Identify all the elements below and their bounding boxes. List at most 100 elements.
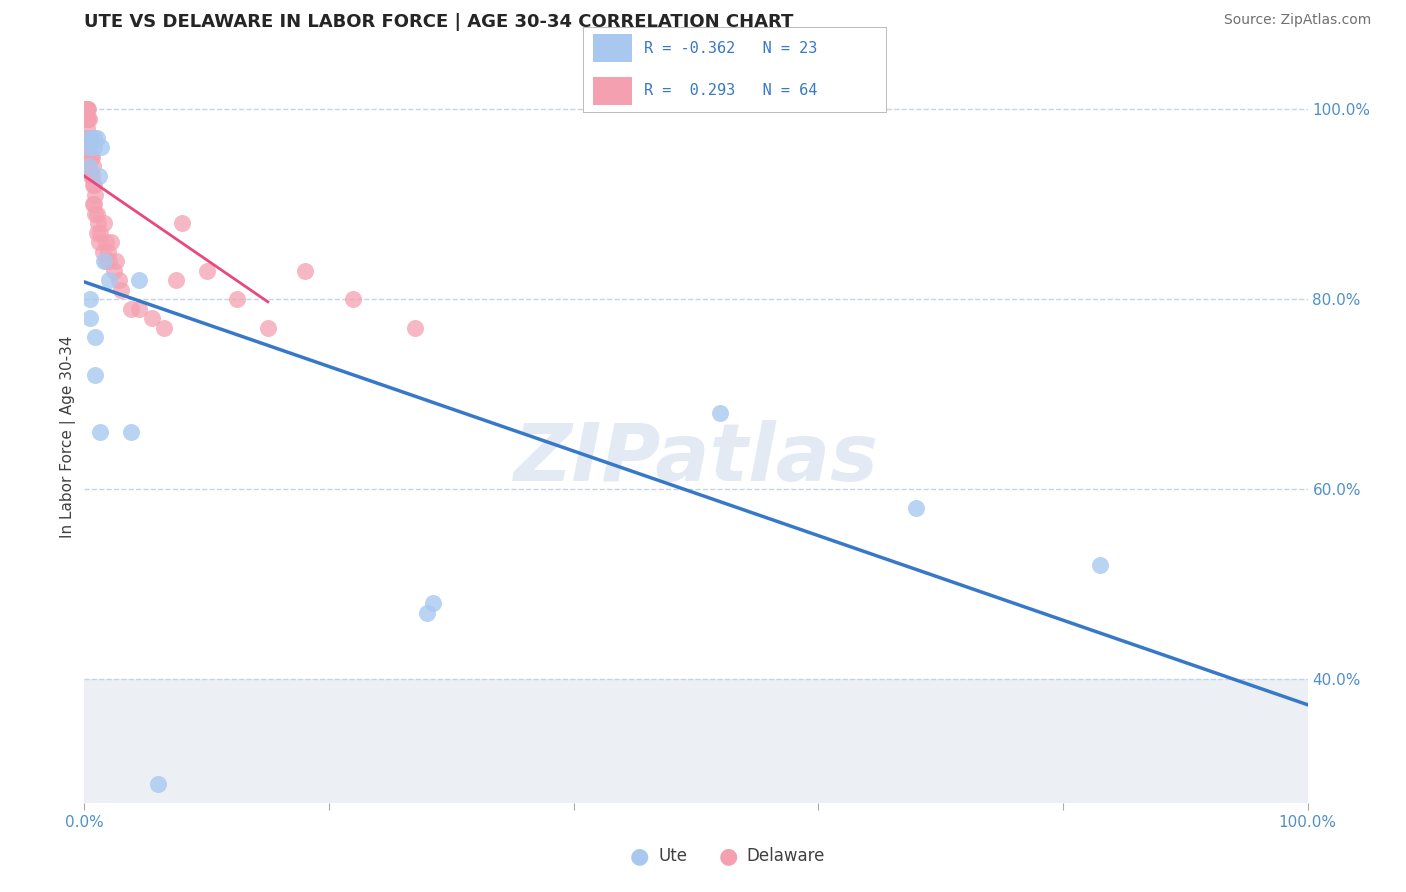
Point <box>76 150 98 164</box>
Point <box>77 140 100 154</box>
Point <box>77 159 100 173</box>
Point <box>226 293 249 307</box>
Y-axis label: In Labor Force | Age 30-34: In Labor Force | Age 30-34 <box>60 335 76 539</box>
Point <box>82 178 104 193</box>
Point <box>77 131 100 145</box>
Point <box>79 131 101 145</box>
Point <box>84 368 107 383</box>
Text: Delaware: Delaware <box>747 847 825 865</box>
Point <box>84 330 107 344</box>
Point <box>172 216 194 230</box>
Point <box>79 311 101 326</box>
Point <box>416 606 439 620</box>
Text: R = -0.362   N = 23: R = -0.362 N = 23 <box>644 41 817 56</box>
Point <box>77 140 100 154</box>
Point <box>87 216 110 230</box>
Point <box>105 254 128 268</box>
Point <box>79 293 101 307</box>
Point <box>76 103 98 117</box>
Point <box>342 293 364 307</box>
Point <box>80 150 103 164</box>
Text: UTE VS DELAWARE IN LABOR FORCE | AGE 30-34 CORRELATION CHART: UTE VS DELAWARE IN LABOR FORCE | AGE 30-… <box>84 13 794 31</box>
Point <box>86 131 108 145</box>
Point <box>97 244 120 259</box>
Point <box>103 264 125 278</box>
Point <box>75 103 97 117</box>
Point <box>89 425 111 440</box>
Point <box>128 273 150 287</box>
Bar <box>84 680 1308 803</box>
Text: R =  0.293   N = 64: R = 0.293 N = 64 <box>644 83 817 98</box>
Point <box>76 121 98 136</box>
Point <box>110 283 132 297</box>
Point <box>84 187 107 202</box>
Point <box>83 131 105 145</box>
Point <box>77 150 100 164</box>
Point <box>76 112 98 126</box>
Point <box>77 159 100 173</box>
Point <box>257 321 280 335</box>
Point <box>91 244 114 259</box>
Point <box>100 235 122 250</box>
Point <box>120 425 142 440</box>
Point <box>82 197 104 211</box>
Point <box>82 159 104 173</box>
Text: Ute: Ute <box>658 847 688 865</box>
Point <box>75 112 97 126</box>
Point <box>141 311 163 326</box>
Point <box>86 226 108 240</box>
Point <box>87 235 110 250</box>
Point <box>77 112 100 126</box>
Point <box>153 321 176 335</box>
Bar <box>592 35 631 62</box>
Point <box>77 103 100 117</box>
Point <box>97 273 120 287</box>
Point <box>294 264 316 278</box>
Point <box>83 197 105 211</box>
Text: ZIPatlas: ZIPatlas <box>513 420 879 498</box>
Point <box>80 131 103 145</box>
Text: ●: ● <box>630 847 650 866</box>
Point <box>195 264 218 278</box>
Point <box>87 169 110 183</box>
Text: Source: ZipAtlas.com: Source: ZipAtlas.com <box>1223 13 1371 28</box>
Point <box>422 596 444 610</box>
Point <box>77 131 100 145</box>
Point <box>83 140 105 154</box>
Text: ●: ● <box>718 847 738 866</box>
Point <box>128 301 150 316</box>
Point <box>79 150 101 164</box>
Point <box>90 140 112 154</box>
Point <box>76 131 98 145</box>
Point <box>89 226 111 240</box>
Point <box>77 131 100 145</box>
Point <box>146 777 169 791</box>
Point <box>86 207 108 221</box>
Point <box>107 273 129 287</box>
Point <box>96 254 118 268</box>
Point <box>709 406 731 420</box>
Point <box>80 169 103 183</box>
Point <box>77 112 100 126</box>
Point <box>75 103 97 117</box>
Point <box>84 207 107 221</box>
Bar <box>592 77 631 104</box>
Point <box>75 103 97 117</box>
Point <box>97 254 120 268</box>
Point <box>93 216 115 230</box>
Point <box>76 140 98 154</box>
Point <box>93 254 115 268</box>
Point <box>80 150 103 164</box>
Point <box>165 273 187 287</box>
Point <box>120 301 142 316</box>
Point <box>96 235 118 250</box>
Point <box>76 103 98 117</box>
Point <box>404 321 426 335</box>
Point <box>76 112 98 126</box>
Point <box>905 501 928 516</box>
Point <box>83 178 105 193</box>
Point <box>76 131 98 145</box>
Point <box>80 169 103 183</box>
Point <box>76 103 98 117</box>
Point <box>1088 558 1111 573</box>
